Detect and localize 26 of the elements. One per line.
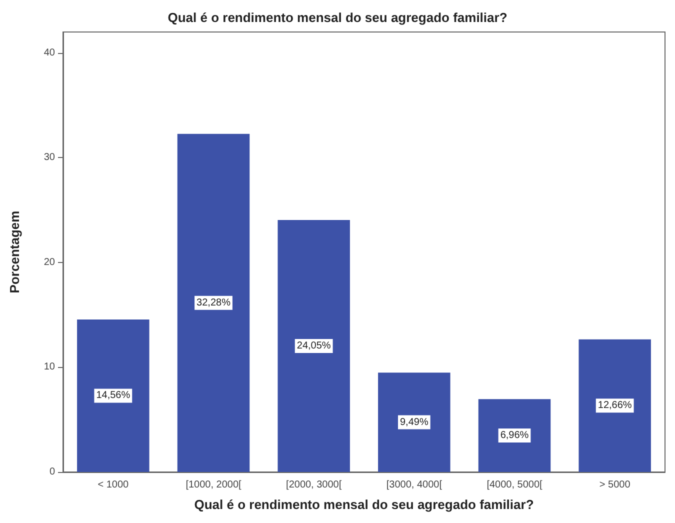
y-tick-label: 40 [44,47,56,58]
x-tick-label: [2000, 3000[ [286,480,342,490]
bar [378,372,450,472]
x-tick-label: > 5000 [599,480,631,490]
data-label: 6,96% [500,430,529,442]
bar [278,220,350,472]
y-axis-title: Porcentagem [7,210,22,294]
data-label: 12,66% [598,400,632,412]
x-tick-label: [3000, 4000[ [386,480,442,490]
y-tick-label: 30 [44,152,56,164]
bar [177,134,250,472]
bar [478,399,551,472]
bar [578,339,651,472]
x-axis-title: Qual é o rendimento mensal do seu agregado familiar? [194,497,534,512]
data-label: 9,49% [400,416,428,428]
data-label: 14,56% [96,390,130,402]
x-tick-label: [4000, 5000[ [486,480,543,490]
x-tick-label: < 1000 [98,480,130,490]
x-tick-label: [1000, 2000[ [186,480,242,490]
chart-title: Qual é o rendimento mensal do seu agregado familiar? [168,10,508,25]
y-tick-label: 10 [44,362,56,373]
y-tick-label: 20 [44,256,56,268]
bar [77,319,150,472]
y-tick-label: 0 [49,466,56,478]
data-label: 24,05% [296,340,331,352]
data-label: 32,28% [196,297,231,308]
